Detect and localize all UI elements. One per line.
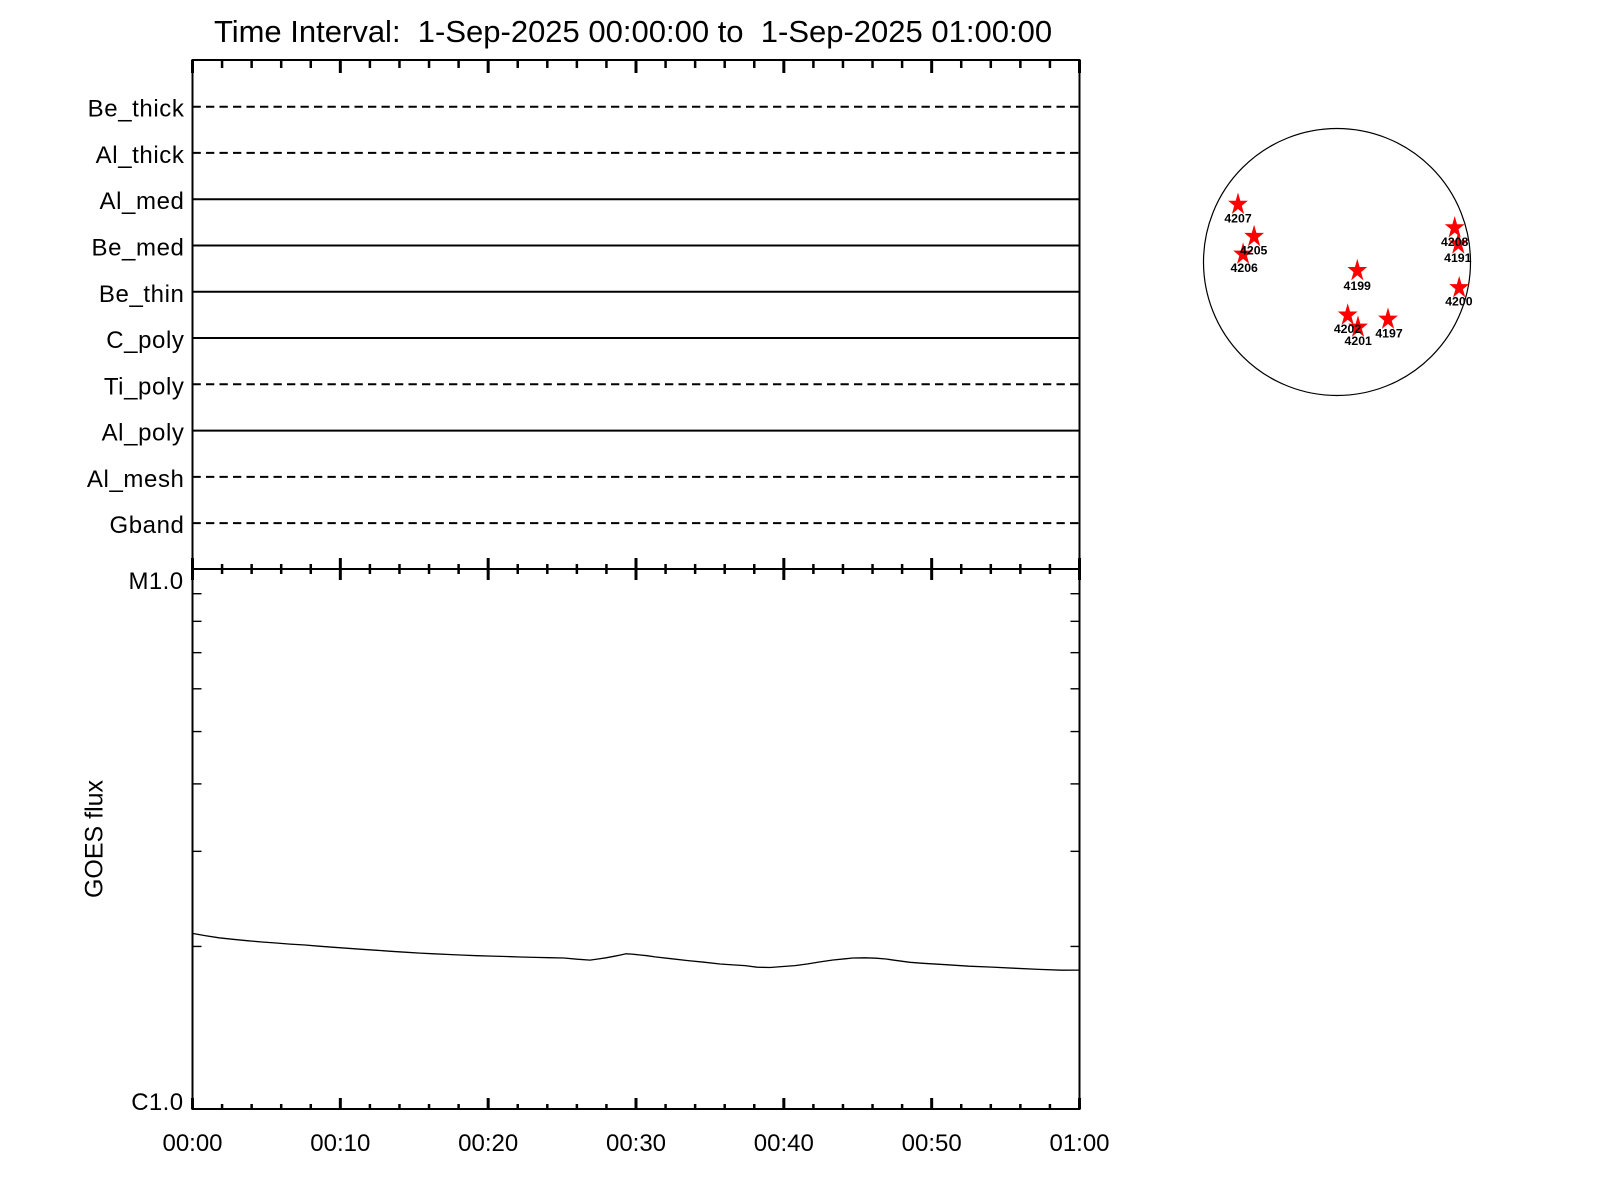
svg-text:Al_mesh: Al_mesh [87,466,185,493]
svg-text:Al_poly: Al_poly [102,420,185,447]
svg-text:4205: 4205 [1240,244,1268,258]
svg-text:C1.0: C1.0 [131,1089,183,1116]
svg-text:4202: 4202 [1334,322,1362,336]
svg-text:4208: 4208 [1441,235,1469,249]
svg-text:Ti_poly: Ti_poly [104,373,185,400]
svg-text:Be_thin: Be_thin [99,281,185,308]
svg-text:Gband: Gband [109,512,184,539]
svg-text:00:20: 00:20 [458,1130,518,1157]
svg-text:GOES flux: GOES flux [81,779,109,898]
svg-text:Al_thick: Al_thick [96,142,185,169]
svg-text:4197: 4197 [1375,327,1403,341]
svg-text:00:40: 00:40 [754,1130,814,1157]
svg-text:Time Interval: 1-Sep-2025 00:: Time Interval: 1-Sep-2025 00:00:00 to 1-… [214,14,1052,49]
svg-text:4191: 4191 [1444,251,1472,265]
svg-text:01:00: 01:00 [1049,1130,1109,1157]
svg-text:C_poly: C_poly [106,327,184,354]
svg-text:4207: 4207 [1224,211,1252,225]
svg-text:4206: 4206 [1231,261,1259,275]
svg-text:Be_med: Be_med [92,235,185,262]
svg-text:00:10: 00:10 [310,1130,370,1157]
svg-text:Al_med: Al_med [100,188,185,215]
svg-text:M1.0: M1.0 [129,568,184,595]
svg-text:00:00: 00:00 [162,1130,222,1157]
svg-text:00:30: 00:30 [606,1130,666,1157]
svg-text:4201: 4201 [1345,334,1373,348]
svg-text:4199: 4199 [1344,279,1372,293]
svg-text:4200: 4200 [1445,294,1473,308]
svg-text:00:50: 00:50 [902,1130,962,1157]
svg-text:Be_thick: Be_thick [88,96,185,123]
